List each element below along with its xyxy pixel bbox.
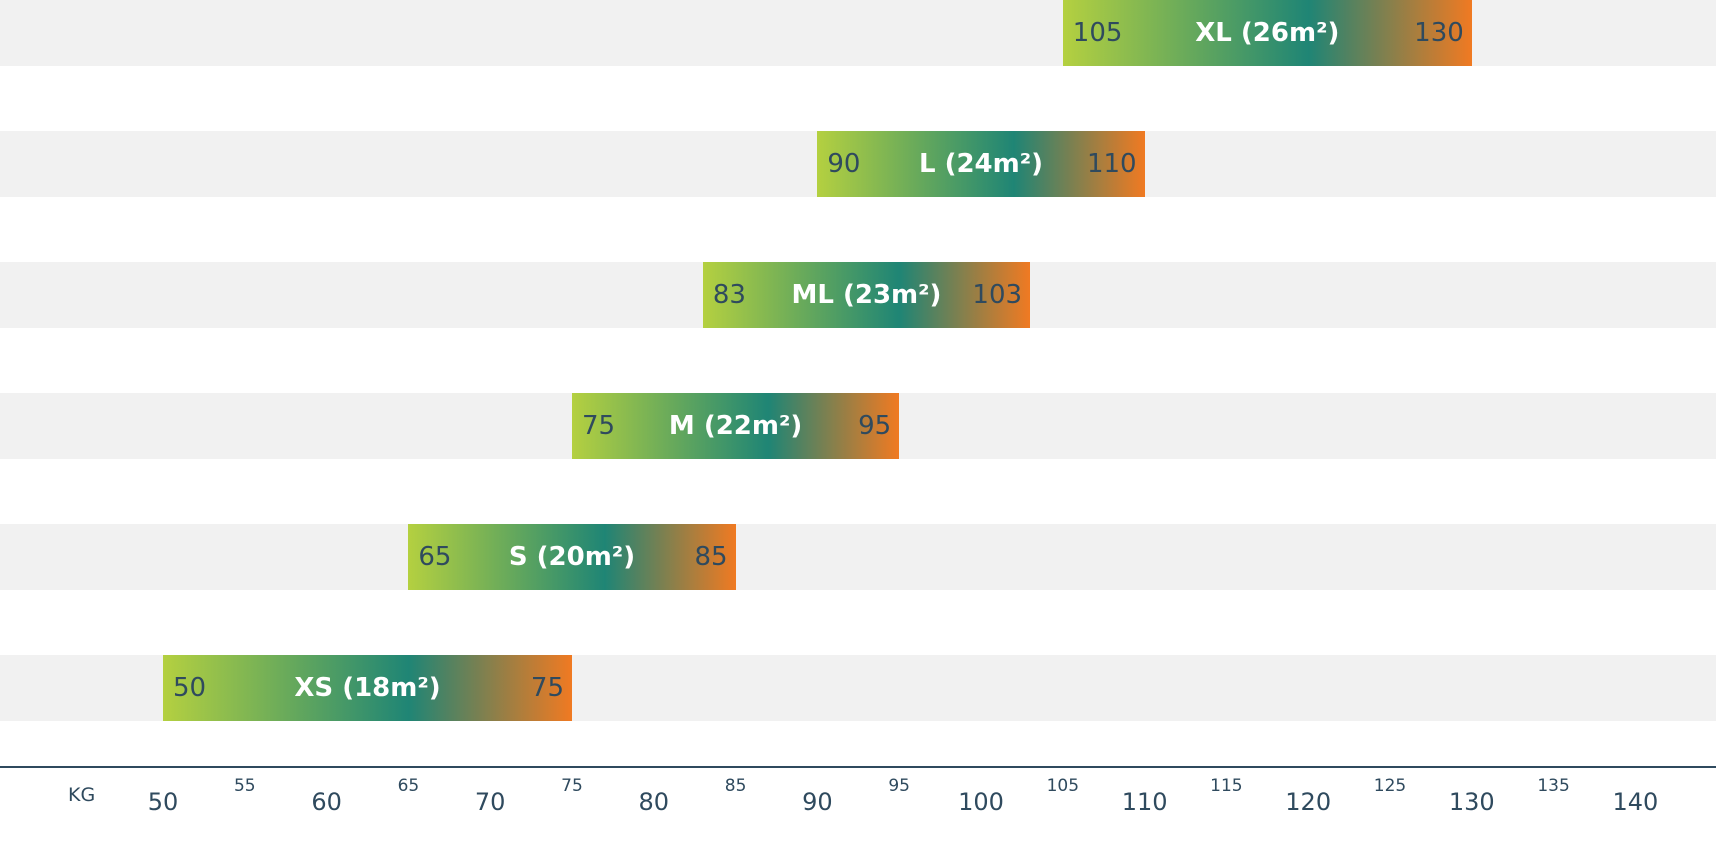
range-bar: 50 XS (18m²) 75 [163, 655, 572, 721]
range-bar: 105 XL (26m²) 130 [1062, 0, 1472, 66]
bar-size-label: M (22m²) [668, 411, 803, 441]
x-minor-tick-label: 75 [561, 776, 583, 796]
bar-max-label: 130 [1414, 18, 1464, 48]
x-minor-tick-label: 55 [233, 776, 256, 796]
bar-max-label: 85 [694, 542, 728, 572]
x-axis-line [0, 766, 1716, 768]
x-tick-label: 140 [1612, 788, 1659, 816]
bar-min-label: 75 [582, 411, 616, 441]
bar-size-label: L (24m²) [918, 149, 1043, 179]
x-tick-label: 90 [802, 788, 833, 816]
bar-size-label: XS (18m²) [294, 673, 441, 703]
bar-min-label: 50 [173, 673, 207, 703]
bar-max-label: 110 [1086, 149, 1137, 179]
x-tick-label: 70 [474, 788, 506, 816]
range-bar: 90 L (24m²) 110 [817, 131, 1145, 197]
bar-min-label: 105 [1072, 18, 1123, 48]
bar-min-label: 83 [712, 280, 746, 310]
x-tick-label: 50 [147, 788, 179, 816]
x-tick-label: 130 [1448, 788, 1495, 816]
bar-max-label: 75 [530, 673, 564, 703]
x-minor-tick-label: 125 [1373, 776, 1407, 796]
bar-max-label: 95 [858, 411, 892, 441]
range-bar: 83 ML (23m²) 103 [702, 262, 1031, 328]
x-minor-tick-label: 115 [1210, 776, 1243, 796]
range-bar: 65 S (20m²) 85 [408, 524, 736, 590]
x-tick-label: 80 [638, 788, 670, 816]
bar-min-label: 90 [827, 149, 861, 179]
x-minor-tick-label: 95 [888, 776, 911, 796]
bar-size-label: ML (23m²) [791, 280, 942, 310]
x-minor-tick-label: 85 [724, 776, 747, 796]
x-axis-unit-label: KG [68, 784, 96, 806]
x-tick-label: 100 [958, 788, 1004, 816]
x-tick-label: 60 [311, 788, 342, 816]
bar-size-label: S (20m²) [508, 542, 636, 572]
bar-max-label: 103 [972, 280, 1023, 310]
x-tick-label: 120 [1285, 788, 1332, 816]
range-bar: 75 M (22m²) 95 [572, 393, 900, 459]
x-minor-tick-label: 135 [1537, 776, 1570, 796]
x-minor-tick-label: 65 [397, 776, 420, 796]
row-stripe [0, 524, 1716, 590]
bar-min-label: 65 [418, 542, 452, 572]
bar-size-label: XL (26m²) [1195, 18, 1340, 48]
x-tick-label: 110 [1121, 788, 1168, 816]
x-minor-tick-label: 105 [1046, 776, 1080, 796]
